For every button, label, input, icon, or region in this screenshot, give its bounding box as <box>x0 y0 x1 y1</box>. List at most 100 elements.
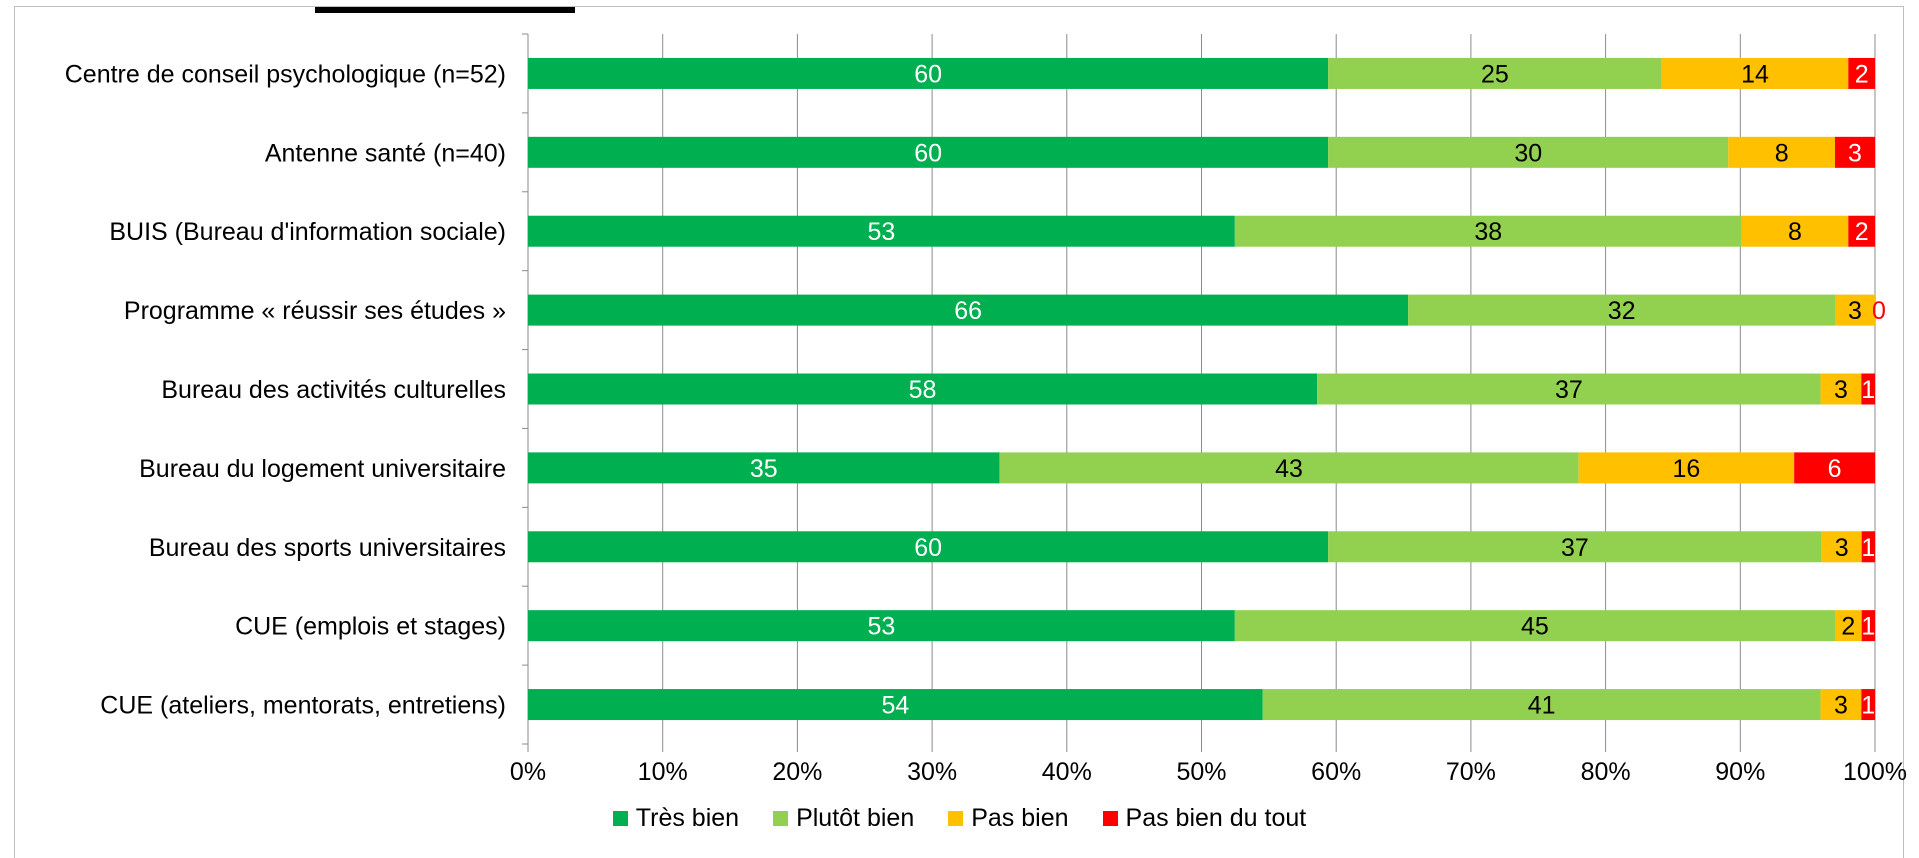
data-label: 1 <box>1861 376 1875 404</box>
bar-segment <box>1848 57 1875 89</box>
category-label: CUE (ateliers, mentorats, entretiens) <box>100 692 506 720</box>
bar-segment <box>1328 57 1662 89</box>
x-tick-label: 50% <box>1176 758 1226 786</box>
bar-segment <box>1578 452 1795 484</box>
legend-item: Pas bien <box>948 804 1069 833</box>
x-tick-label: 60% <box>1311 758 1361 786</box>
bar-segment <box>1317 373 1821 405</box>
header-rule <box>315 7 575 13</box>
bar-segment <box>999 452 1579 484</box>
data-label: 3 <box>1848 139 1862 167</box>
bar-segment <box>1328 531 1822 563</box>
data-label: 53 <box>868 613 896 641</box>
data-label: 3 <box>1834 376 1848 404</box>
x-tick-label: 80% <box>1581 758 1631 786</box>
data-label: 66 <box>954 297 982 325</box>
bar-segment <box>1741 215 1849 247</box>
data-label: 45 <box>1521 613 1549 641</box>
data-label: 53 <box>868 218 896 246</box>
category-label: Antenne santé (n=40) <box>265 139 506 167</box>
bar-segment <box>528 215 1235 247</box>
data-label: 30 <box>1514 139 1542 167</box>
data-label: 2 <box>1855 218 1869 246</box>
legend-label: Plutôt bien <box>796 804 915 832</box>
data-label: 2 <box>1855 60 1869 88</box>
bar-segment <box>1861 610 1875 642</box>
bar-segment <box>1834 136 1875 168</box>
category-label: Bureau des activités culturelles <box>161 376 506 404</box>
data-label: 8 <box>1775 139 1789 167</box>
data-label: 54 <box>881 692 909 720</box>
bar-segment <box>1834 610 1862 642</box>
legend-item: Plutôt bien <box>773 804 914 833</box>
category-label: Centre de conseil psychologique (n=52) <box>65 60 506 88</box>
legend-label: Pas bien du tout <box>1125 804 1307 832</box>
bar-segment <box>1234 215 1742 247</box>
data-label: 0 <box>1872 297 1886 325</box>
bars: 60 25 14 260 30 8 353 38 8 266 32 3 058 37 3 135 43 16 660… <box>528 57 1886 721</box>
x-tick-label: 90% <box>1715 758 1765 786</box>
data-label: 1 <box>1861 534 1875 562</box>
data-label: 2 <box>1841 613 1855 641</box>
data-label: 60 <box>914 139 942 167</box>
bar-segment <box>1861 531 1875 563</box>
x-tick-label: 100% <box>1843 758 1907 786</box>
bar-segment <box>528 136 1329 168</box>
category-label: CUE (emplois et stages) <box>235 613 506 641</box>
data-label: 37 <box>1555 376 1583 404</box>
data-label: 60 <box>914 60 942 88</box>
data-label: 43 <box>1275 455 1303 483</box>
x-tick-label: 40% <box>1042 758 1092 786</box>
bar-segment <box>1821 531 1862 563</box>
bar-segment <box>1861 373 1875 405</box>
legend-swatch <box>612 811 628 826</box>
bar-segment <box>1848 215 1875 247</box>
data-label: 35 <box>750 455 778 483</box>
bar-segment <box>1794 452 1875 484</box>
bar-segment <box>1661 57 1849 89</box>
category-label: Programme « réussir ses études » <box>124 297 506 325</box>
x-tick-label: 10% <box>638 758 688 786</box>
x-tick-label: 70% <box>1446 758 1496 786</box>
bar-segment <box>528 531 1329 563</box>
bar-segment <box>528 452 1000 484</box>
bar-segment <box>1234 610 1835 642</box>
legend: Très bien Plutôt bien Pas bien Pas bien du … <box>0 804 1919 833</box>
legend-swatch <box>773 811 789 826</box>
data-label: 37 <box>1561 534 1589 562</box>
bar-segment <box>528 610 1235 642</box>
bar-segment <box>1408 294 1835 326</box>
data-label: 1 <box>1861 692 1875 720</box>
x-tick-label: 0% <box>510 758 546 786</box>
bar-segment <box>1262 689 1821 721</box>
data-label: 8 <box>1788 218 1802 246</box>
bar-segment <box>1861 689 1875 721</box>
bar-segment <box>528 689 1263 721</box>
legend-swatch <box>948 811 964 826</box>
data-label: 32 <box>1608 297 1636 325</box>
data-label: 3 <box>1835 534 1849 562</box>
category-labels: Centre de conseil psychologique (n=52) An… <box>65 60 506 719</box>
data-label: 41 <box>1528 692 1556 720</box>
stacked-bar-chart: 60 25 14 260 30 8 353 38 8 266 32 3 058 37 3 135 43 16 660… <box>65 33 1907 786</box>
x-tick-label: 20% <box>772 758 822 786</box>
x-tick-labels: 0% 10% 20% 30% 40% 50% 60% 70% 80% 90% 100% <box>510 758 1907 786</box>
data-label: 60 <box>914 534 942 562</box>
legend-item: Très bien <box>612 804 739 833</box>
x-tick-label: 30% <box>907 758 957 786</box>
legend-item: Pas bien du tout <box>1102 804 1307 833</box>
data-label: 58 <box>909 376 937 404</box>
data-label: 3 <box>1834 692 1848 720</box>
legend-label: Pas bien <box>971 804 1069 832</box>
category-label: Bureau des sports universitaires <box>149 534 506 562</box>
bar-segment <box>528 294 1409 326</box>
data-label: 14 <box>1741 60 1769 88</box>
bar-segment <box>1834 294 1875 326</box>
data-label: 38 <box>1474 218 1502 246</box>
data-label: 3 <box>1848 297 1862 325</box>
bar-segment <box>1728 136 1835 168</box>
data-label: 1 <box>1861 613 1875 641</box>
bar-segment <box>1820 689 1862 721</box>
bar-segment <box>528 373 1318 405</box>
bar-segment <box>1820 373 1862 405</box>
